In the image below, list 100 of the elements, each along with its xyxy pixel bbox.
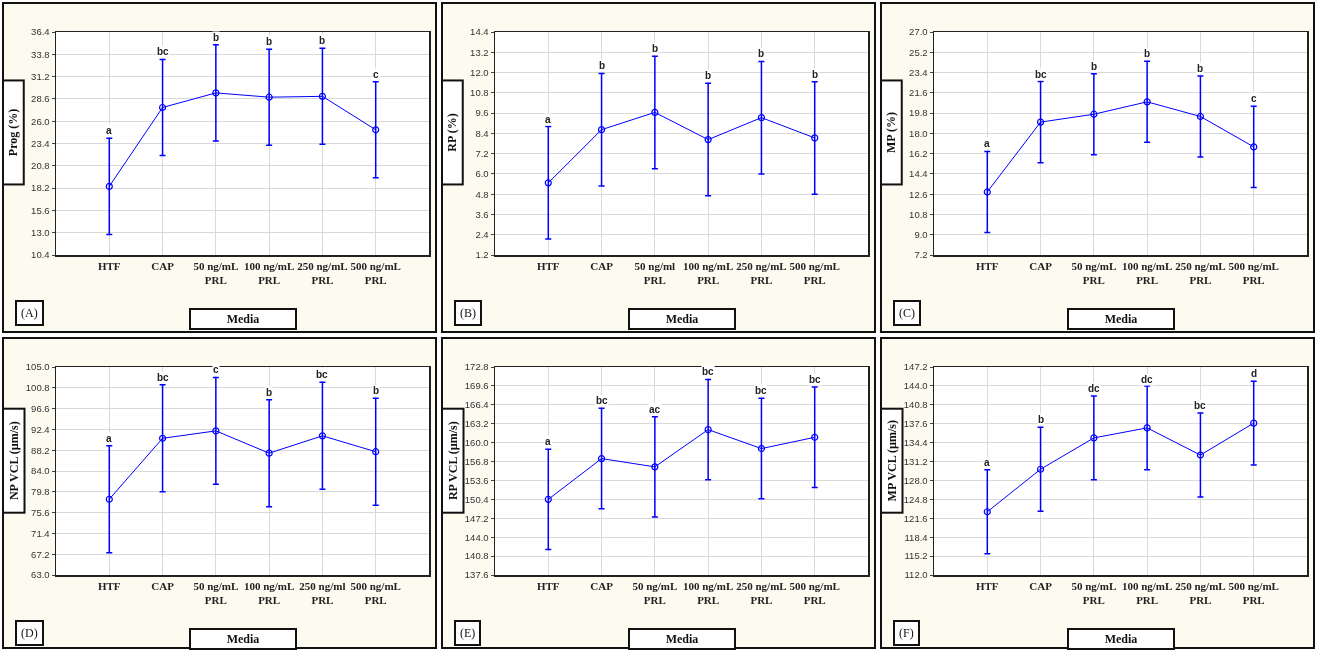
y-tick-label: 20.8 — [31, 160, 50, 172]
point — [105, 495, 113, 503]
annotation: b — [758, 48, 765, 59]
y-tick-label: 23.4 — [31, 137, 50, 149]
text: (F) — [899, 626, 914, 640]
annotation: dc — [1088, 383, 1101, 394]
point — [318, 92, 327, 100]
annotation: b — [266, 387, 273, 398]
y-tick-label: 121.6 — [903, 512, 928, 524]
x-tick-label: 250 ng/ml PRL — [299, 579, 346, 606]
annotation: a — [984, 457, 990, 468]
y-tick-label: 71.4 — [31, 527, 50, 539]
point — [372, 448, 380, 456]
y-tick-label: 31.2 — [31, 70, 50, 82]
y-axis-title: RP (%) — [444, 113, 459, 152]
annotation: b — [652, 43, 659, 54]
annotation: a — [106, 125, 112, 136]
y-tick-label: 131.2 — [903, 455, 928, 467]
y-tick-label: 6.0 — [475, 168, 489, 180]
y-tick-label: 96.6 — [31, 402, 50, 414]
x-tick-label: CAP — [1029, 259, 1053, 272]
y-axis-title: MP (%) — [883, 111, 898, 153]
point — [158, 434, 167, 442]
y-tick-label: 144.0 — [903, 380, 928, 392]
y-tick-label: 105.0 — [25, 361, 50, 373]
y-tick-label: 7.2 — [914, 249, 928, 261]
annotation: b — [1144, 48, 1151, 59]
x-axis-title: Media — [665, 312, 699, 326]
y-axis-title: MP VCL (µm/s) — [884, 420, 899, 502]
y-tick-label: 140.8 — [464, 550, 489, 562]
text: (E) — [460, 626, 476, 640]
y-tick-label: 156.8 — [464, 455, 489, 467]
annotation: a — [545, 436, 551, 447]
y-axis-title: NP VCL (µm/s) — [6, 421, 21, 501]
y-tick-label: 18.0 — [909, 127, 928, 139]
y-tick-label: 12.6 — [909, 188, 928, 200]
x-tick-label: 500 ng/mL PRL — [1228, 259, 1279, 286]
point — [265, 93, 273, 101]
y-axis-title: RP VCL (µm/s) — [445, 421, 460, 501]
point — [704, 426, 712, 434]
annotation: bc — [702, 366, 715, 377]
x-axis-title: Media — [226, 312, 260, 326]
annotation: dc — [1141, 374, 1154, 385]
point — [1143, 98, 1151, 106]
y-tick-label: 153.6 — [464, 474, 489, 486]
y-tick-label: 21.6 — [909, 87, 928, 99]
y-tick-label: 160.0 — [464, 436, 489, 448]
point — [1250, 419, 1258, 427]
x-tick-label: 500 ng/mL PRL — [350, 259, 401, 286]
annotation: ac — [649, 404, 661, 415]
point — [757, 444, 766, 453]
y-tick-label: 118.4 — [904, 531, 928, 543]
point — [757, 114, 766, 122]
point — [105, 182, 113, 190]
annotation: b — [319, 35, 326, 46]
y-tick-label: 14.4 — [909, 168, 928, 180]
annotation: b — [373, 385, 380, 396]
y-tick-label: 9.0 — [914, 229, 928, 241]
annotation: c — [373, 69, 379, 80]
y-tick-label: 13.0 — [31, 227, 50, 239]
y-tick-label: 137.6 — [903, 418, 928, 430]
point — [265, 449, 273, 457]
y-tick-label: 163.2 — [464, 418, 489, 430]
y-tick-label: 7.2 — [475, 147, 489, 159]
y-tick-label: 166.4 — [464, 399, 489, 411]
point — [372, 126, 380, 134]
point — [597, 126, 606, 134]
y-tick-label: 100.8 — [25, 382, 50, 394]
annotation: d — [1251, 368, 1258, 379]
y-tick-label: 16.2 — [909, 147, 928, 159]
point — [1090, 110, 1098, 118]
x-tick-label: 250 ng/mL PRL — [297, 259, 348, 286]
y-tick-label: 10.8 — [470, 87, 489, 99]
x-tick-label: 100 ng/mL PRL — [1121, 579, 1173, 606]
x-tick-label: 50 ng/ml PRL — [634, 259, 676, 286]
x-tick-label: 100 ng/mL PRL — [1121, 259, 1173, 286]
x-tick-label: 500 ng/mL PRL — [789, 259, 840, 286]
y-tick-label: 115.2 — [904, 550, 928, 562]
annotation: bc — [1035, 69, 1048, 80]
point — [318, 432, 327, 440]
annotation: b — [1091, 61, 1098, 72]
annotation: bc — [316, 369, 329, 380]
x-tick-label: HTF — [975, 259, 999, 272]
x-tick-label: 50 ng/mL PRL — [632, 579, 678, 606]
annotation: bc — [596, 395, 609, 406]
y-tick-label: 88.2 — [31, 444, 50, 456]
y-tick-label: 147.2 — [464, 512, 489, 524]
point — [544, 495, 552, 503]
point — [158, 103, 167, 112]
y-tick-label: 12.0 — [470, 66, 489, 78]
annotation: c — [213, 364, 219, 375]
y-tick-label: 10.4 — [31, 249, 50, 261]
y-tick-label: 140.8 — [903, 399, 928, 411]
y-tick-label: 84.0 — [31, 465, 50, 477]
y-tick-label: 26.0 — [31, 115, 50, 127]
text: (D) — [21, 626, 38, 640]
x-tick-label: 100 ng/mL PRL — [243, 579, 295, 606]
point — [704, 136, 712, 144]
x-tick-label: 100 ng/mL PRL — [682, 259, 734, 286]
x-tick-label: CAP — [151, 259, 175, 272]
